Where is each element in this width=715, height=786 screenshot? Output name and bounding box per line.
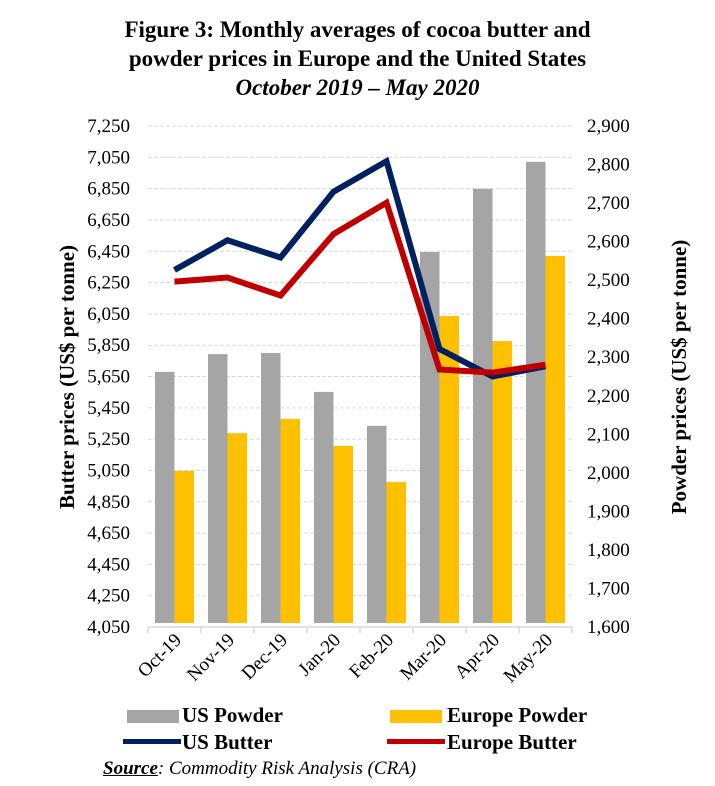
y-left-tick-label: 7,050 — [87, 147, 130, 168]
y-axis-right-ticks: 1,600 1,700 1,800 1,900 2,000 2,100 2,200 2,300… — [587, 116, 630, 638]
y-right-tick-label: 1,600 — [587, 617, 630, 638]
y-left-tick-label: 6,850 — [87, 179, 130, 200]
lines — [173, 156, 547, 380]
chart-title-line-1: Figure 3: Monthly averages of cocoa butt… — [124, 17, 591, 42]
bar-us-powder-feb-20 — [367, 425, 387, 623]
x-tick-label: Feb-20 — [345, 630, 398, 683]
y-right-tick-label: 2,600 — [587, 232, 630, 253]
y-right-tick-label: 2,700 — [587, 193, 630, 214]
y-left-tick-label: 7,250 — [87, 116, 130, 137]
y-left-tick-label: 4,250 — [87, 586, 130, 607]
bar-europe-powder-oct-19 — [174, 470, 194, 623]
legend-swatch-us-powder — [127, 710, 179, 723]
chart-title-line-2: powder prices in Europe and the United S… — [128, 46, 587, 71]
bar-us-powder-may-20 — [526, 161, 546, 624]
y-right-tick-label: 1,700 — [587, 578, 630, 599]
bar-europe-powder-nov-19 — [227, 433, 247, 623]
y-right-tick-label: 2,300 — [587, 347, 630, 368]
bars — [155, 161, 565, 624]
bar-us-powder-apr-20 — [473, 188, 493, 623]
legend-swatch-europe-butter — [387, 739, 445, 744]
y-left-tick-label: 6,650 — [87, 210, 130, 231]
y-right-tick-label: 2,100 — [587, 424, 630, 445]
legend-label-us-powder: US Powder — [182, 703, 283, 727]
source-key: Source — [103, 758, 158, 779]
y-right-tick-label: 2,900 — [587, 116, 630, 137]
y-right-tick-label: 1,900 — [587, 501, 630, 522]
chart-subtitle: October 2019 – May 2020 — [235, 75, 480, 100]
y-left-tick-label: 5,650 — [87, 367, 130, 388]
bar-us-powder-dec-19 — [261, 352, 281, 623]
legend-label-europe-butter: Europe Butter — [447, 730, 577, 754]
bar-us-powder-oct-19 — [155, 371, 175, 623]
source-note: Source: Commodity Risk Analysis (CRA) — [103, 758, 416, 780]
y-right-tick-label: 2,500 — [587, 270, 630, 291]
y-left-tick-label: 4,650 — [87, 523, 130, 544]
source-text: : Commodity Risk Analysis (CRA) — [157, 758, 417, 779]
y-right-tick-label: 2,800 — [587, 155, 630, 176]
y-left-tick-label: 5,250 — [87, 429, 130, 450]
line-europe-butter — [174, 198, 546, 376]
legend-label-europe-powder: Europe Powder — [447, 703, 588, 727]
y-right-tick-label: 2,400 — [587, 309, 630, 330]
y-axis-left-title: Butter prices (US$ per tonne) — [55, 245, 79, 509]
x-tick-label: Oct-19 — [134, 630, 186, 682]
y-axis-right-title: Powder prices (US$ per tonne) — [667, 240, 691, 515]
x-tick-label: Mar-20 — [396, 630, 451, 685]
bar-europe-powder-jan-20 — [333, 445, 353, 623]
y-left-tick-label: 5,850 — [87, 335, 130, 356]
bar-europe-powder-may-20 — [545, 255, 565, 623]
y-right-tick-label: 1,800 — [587, 540, 630, 561]
y-axis-left-ticks: 4,050 4,250 4,450 4,650 4,850 5,050 5,250 5,450… — [87, 116, 130, 638]
x-tick-label: Nov-19 — [183, 630, 239, 686]
y-right-tick-label: 2,200 — [587, 386, 630, 407]
x-tick-label: May-20 — [500, 630, 557, 687]
bar-europe-powder-feb-20 — [386, 482, 406, 623]
bar-europe-powder-mar-20 — [439, 315, 459, 623]
y-left-tick-label: 6,050 — [87, 304, 130, 325]
y-left-tick-label: 4,050 — [87, 617, 130, 638]
y-left-tick-label: 4,450 — [87, 554, 130, 575]
legend-label-us-butter: US Butter — [182, 730, 273, 754]
legend-swatch-us-butter — [123, 739, 181, 744]
x-tick-label: Dec-19 — [238, 630, 292, 684]
y-right-tick-label: 2,000 — [587, 463, 630, 484]
bar-us-powder-nov-19 — [208, 354, 228, 623]
axes — [147, 626, 573, 633]
bar-europe-powder-apr-20 — [492, 341, 512, 623]
y-left-tick-label: 4,850 — [87, 492, 130, 513]
y-left-tick-label: 6,250 — [87, 273, 130, 294]
y-left-tick-label: 6,450 — [87, 241, 130, 262]
bar-us-powder-jan-20 — [314, 391, 334, 623]
x-tick-label: Jan-20 — [294, 630, 345, 681]
bar-europe-powder-dec-19 — [280, 418, 300, 623]
y-left-tick-label: 5,050 — [87, 460, 130, 481]
legend-swatch-europe-powder — [390, 710, 442, 723]
x-tick-label: Apr-20 — [451, 630, 504, 683]
y-left-tick-label: 5,450 — [87, 398, 130, 419]
